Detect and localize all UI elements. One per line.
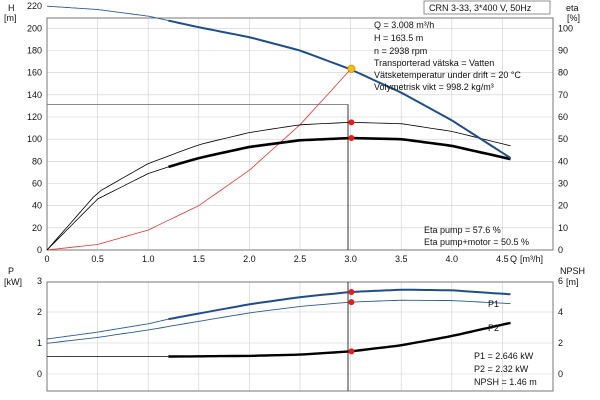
power-axis-unit: [kW] bbox=[4, 277, 22, 287]
flow-tick-label: 2.0 bbox=[243, 254, 256, 264]
eta-tick-label: 60 bbox=[558, 112, 568, 122]
head-tick-label: 20 bbox=[32, 223, 42, 233]
p2-curve-thin bbox=[46, 299, 511, 344]
eta-tick-label: 0 bbox=[558, 245, 563, 255]
flow-axis-ticks: 0 0.5 1.0 1.5 2.0 2.5 3.0 3.5 4.0 4.5 bbox=[44, 254, 508, 264]
flow-tick-label: 4.0 bbox=[446, 254, 459, 264]
head-curve bbox=[168, 19, 512, 159]
eta-tick-label: 70 bbox=[558, 90, 568, 100]
eta-pump-motor-curve bbox=[168, 136, 511, 169]
power-tick-label: 1 bbox=[37, 338, 42, 348]
flow-tick-label: 1.5 bbox=[193, 254, 206, 264]
chart-title: CRN 3-33, 3*400 V, 50Hz bbox=[429, 3, 532, 13]
eta-pump-motor-marker bbox=[348, 135, 355, 142]
p2-marker bbox=[348, 299, 355, 306]
flow-tick-label: 2.5 bbox=[294, 254, 307, 264]
npsh-tick-label: 2 bbox=[558, 338, 563, 348]
eta-tick-label: 50 bbox=[558, 134, 568, 144]
flow-tick-label: 4.5 bbox=[496, 254, 509, 264]
power-npsh-panel: 0 1 2 3 0 2 4 6 P [kW] NPSH [m] P1 P2 P1 = 2.6… bbox=[4, 266, 585, 392]
eta-axis-unit: [%] bbox=[567, 13, 580, 23]
head-curve-thin bbox=[46, 5, 169, 22]
head-tick-label: 140 bbox=[27, 90, 42, 100]
eta-pump-motor-curve-thin bbox=[46, 166, 169, 251]
efficiency-info: Eta pump = 57.6 % Eta pump+motor = 50.5 … bbox=[424, 225, 529, 247]
info-density: Volymetrisk vikt = 998.2 kg/m³ bbox=[374, 82, 494, 92]
info-temperature: Vätsketemperatur under drift = 20 °C bbox=[374, 70, 521, 80]
npsh-axis-unit: [m] bbox=[566, 277, 579, 287]
eta-tick-label: 80 bbox=[558, 68, 568, 78]
head-axis-name: H bbox=[8, 3, 15, 13]
power-axis-ticks: 0 1 2 3 bbox=[37, 276, 42, 379]
p2-series-label: P2 bbox=[488, 323, 499, 333]
head-tick-label: 60 bbox=[32, 179, 42, 189]
head-tick-label: 180 bbox=[27, 46, 42, 56]
flow-tick-label: 3.5 bbox=[395, 254, 408, 264]
npsh-tick-label: 4 bbox=[558, 307, 563, 317]
power-info: P1 = 2.646 kW P2 = 2.32 kW NPSH = 1.46 m bbox=[474, 351, 537, 387]
flow-axis-prefix: Q bbox=[510, 254, 517, 264]
npsh-curve bbox=[168, 321, 511, 358]
p1-marker bbox=[348, 288, 355, 295]
npsh-tick-label: 6 bbox=[558, 276, 563, 286]
power-axis-name: P bbox=[8, 266, 14, 276]
p2-value: P2 = 2.32 kW bbox=[474, 364, 529, 374]
npsh-tick-label: 0 bbox=[558, 369, 563, 379]
eta-tick-label: 20 bbox=[558, 201, 568, 211]
eta-tick-label: 90 bbox=[558, 46, 568, 56]
eta-axis-name: eta bbox=[566, 3, 579, 13]
head-tick-label: 200 bbox=[27, 23, 42, 33]
eta-pump-marker bbox=[348, 119, 355, 126]
flow-axis-unit: [m³/h] bbox=[520, 254, 543, 264]
head-tick-label: 220 bbox=[27, 1, 42, 11]
head-tick-label: 40 bbox=[32, 201, 42, 211]
p1-value: P1 = 2.646 kW bbox=[474, 351, 534, 361]
head-tick-label: 0 bbox=[37, 245, 42, 255]
head-tick-label: 100 bbox=[27, 134, 42, 144]
head-tick-label: 80 bbox=[32, 156, 42, 166]
info-speed: n = 2938 rpm bbox=[374, 46, 427, 56]
p1-curve-thin bbox=[46, 318, 169, 340]
info-flow: Q = 3.008 m³/h bbox=[374, 20, 434, 30]
p1-curve bbox=[168, 288, 511, 321]
title-box bbox=[423, 0, 551, 15]
operating-point-marker bbox=[347, 64, 356, 73]
top-plot-frame bbox=[46, 17, 554, 251]
flow-tick-label: 3.0 bbox=[344, 254, 357, 264]
eta-tick-label: 10 bbox=[558, 223, 568, 233]
eta-pump-value: Eta pump = 57.6 % bbox=[424, 225, 501, 235]
p1-series-label: P1 bbox=[488, 299, 499, 309]
bottom-grid bbox=[46, 282, 553, 391]
flow-tick-label: 0.5 bbox=[91, 254, 104, 264]
eta-pump-motor-value: Eta pump+motor = 50.5 % bbox=[424, 237, 529, 247]
head-tick-label: 120 bbox=[27, 112, 42, 122]
eta-tick-label: 40 bbox=[558, 156, 568, 166]
info-head: H = 163.5 m bbox=[374, 33, 423, 43]
npsh-value: NPSH = 1.46 m bbox=[474, 377, 537, 387]
head-tick-label: 160 bbox=[27, 68, 42, 78]
operating-point-info: Q = 3.008 m³/h H = 163.5 m n = 2938 rpm … bbox=[374, 20, 521, 92]
flow-tick-label: 0 bbox=[44, 254, 49, 264]
eta-tick-label: 100 bbox=[558, 23, 573, 33]
eta-axis-ticks: 0 10 20 30 40 50 60 70 80 90 100 bbox=[558, 23, 573, 255]
eta-tick-label: 30 bbox=[558, 179, 568, 189]
info-liquid: Transporterad vätska = Vatten bbox=[374, 58, 494, 68]
power-tick-label: 3 bbox=[37, 276, 42, 286]
power-tick-label: 0 bbox=[37, 369, 42, 379]
npsh-marker bbox=[348, 348, 355, 355]
head-axis-ticks: 020406080100120140160180200220240 bbox=[27, 1, 42, 255]
eta-pump-curve-thin bbox=[46, 121, 511, 251]
head-axis-unit: [m] bbox=[4, 13, 17, 23]
npsh-axis-name: NPSH bbox=[560, 266, 585, 276]
flow-tick-label: 1.0 bbox=[142, 254, 155, 264]
bottom-plot-frame bbox=[46, 281, 554, 392]
npsh-axis-ticks: 0 2 4 6 bbox=[558, 276, 563, 379]
power-tick-label: 2 bbox=[37, 307, 42, 317]
head-efficiency-panel: 020406080100120140160180200220240 010203… bbox=[4, 0, 580, 264]
